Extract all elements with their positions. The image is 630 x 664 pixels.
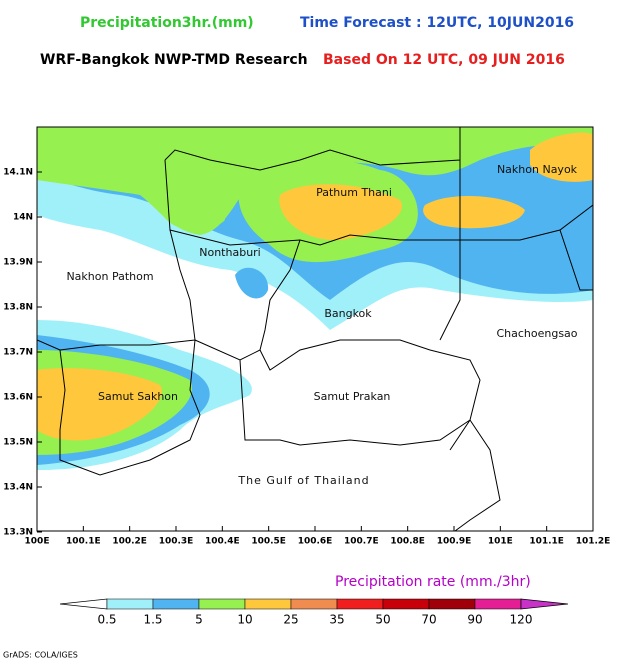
area-very-heavy: [37, 368, 162, 441]
lon-label: 100.1E: [66, 537, 101, 547]
lat-label: 13.6N: [3, 393, 33, 403]
place-label: Nonthaburi: [199, 246, 261, 259]
lat-label: 13.8N: [3, 303, 33, 313]
lon-label: 100.6E: [298, 537, 333, 547]
colorbar-arrow: [520, 598, 569, 610]
lon-label: 100.8E: [390, 537, 425, 547]
lat-label: 13.3N: [3, 528, 33, 538]
lon-label: 100.5E: [251, 537, 286, 547]
lat-label: 14.1N: [3, 168, 33, 178]
model-name: WRF-Bangkok NWP-TMD Research: [40, 52, 308, 68]
legend-title: Precipitation rate (mm./3hr): [335, 574, 531, 590]
area-very-heavy: [279, 184, 402, 241]
place-label: Bangkok: [324, 307, 372, 320]
colorbar-segment: [336, 598, 384, 610]
lat-label: 13.5N: [3, 438, 33, 448]
colorbar-arrow: [59, 598, 108, 610]
lon-label: 101.2E: [576, 537, 611, 547]
area-heavy: [160, 202, 225, 231]
place-labels: Pathum Thani Nakhon Nayok Nonthaburi Nakhon…: [66, 163, 577, 487]
lon-label: 101.1E: [529, 537, 564, 547]
colorbar-label: 70: [421, 613, 436, 627]
colorbar-segment: [244, 598, 292, 610]
colorbar-segment: [106, 598, 154, 610]
area-very-heavy: [530, 132, 593, 182]
footer: GrADS: COLA/IGES: [3, 651, 78, 660]
lon-label: 100.3E: [159, 537, 194, 547]
place-label: Pathum Thani: [316, 186, 392, 199]
colorbar-segment: [474, 598, 522, 610]
colorbar: 0.5 1.5 5 10 25 35 50 70 90 120: [59, 598, 569, 627]
lon-label: 100.9E: [437, 537, 472, 547]
lon-label: 100.2E: [112, 537, 147, 547]
place-label: The Gulf of Thailand: [237, 474, 369, 487]
place-label: Nakhon Pathom: [66, 270, 153, 283]
place-label: Samut Prakan: [314, 390, 391, 403]
forecast-time: Time Forecast : 12UTC, 10JUN2016: [300, 15, 574, 31]
axis-labels: 14.1N 14N 13.9N 13.8N 13.7N 13.6N 13.5N 13.4N 13…: [3, 168, 610, 547]
lat-label: 13.7N: [3, 348, 33, 358]
lat-label: 13.9N: [3, 258, 33, 268]
colorbar-label: 50: [375, 613, 390, 627]
province-borders: [37, 127, 593, 531]
lon-label: 100.4E: [205, 537, 240, 547]
lon-label: 101E: [488, 537, 513, 547]
area-moderate: [235, 267, 269, 299]
colorbar-segment: [290, 598, 338, 610]
place-label: Samut Sakhon: [98, 390, 178, 403]
lon-label: 100E: [25, 537, 50, 547]
lat-label: 14N: [13, 213, 33, 223]
place-label: Chachoengsao: [496, 327, 577, 340]
based-on: Based On 12 UTC, 09 JUN 2016: [323, 52, 565, 68]
title: Precipitation3hr.(mm): [80, 15, 254, 31]
colorbar-label: 10: [237, 613, 252, 627]
colorbar-label: 1.5: [143, 613, 162, 627]
colorbar-label: 120: [510, 613, 533, 627]
colorbar-segment: [382, 598, 430, 610]
lon-label: 100.7E: [344, 537, 379, 547]
colorbar-segment: [152, 598, 200, 610]
colorbar-segment: [428, 598, 476, 610]
colorbar-label: 90: [467, 613, 482, 627]
colorbar-label: 0.5: [97, 613, 116, 627]
lat-label: 13.4N: [3, 483, 33, 493]
colorbar-label: 25: [283, 613, 298, 627]
colorbar-label: 35: [329, 613, 344, 627]
colorbar-label: 5: [195, 613, 203, 627]
area-very-heavy: [423, 195, 525, 229]
place-label: Nakhon Nayok: [497, 163, 578, 176]
precip-areas: [37, 127, 593, 531]
colorbar-segment: [198, 598, 246, 610]
